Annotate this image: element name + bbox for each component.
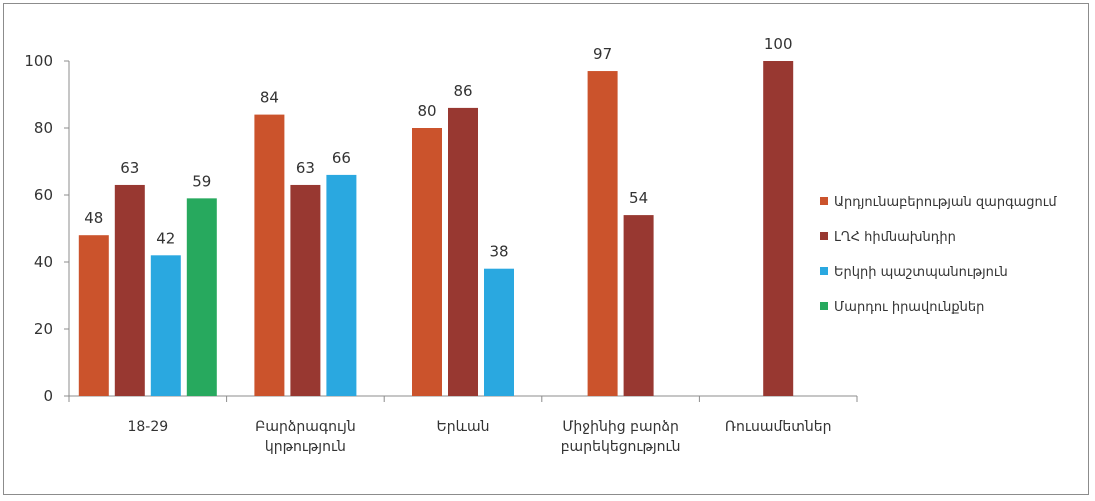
data-label: 63 bbox=[296, 159, 315, 177]
x-category-label: Միջինից բարձր bbox=[562, 419, 679, 435]
bar bbox=[326, 174, 357, 396]
legend-label: Մարդու իրավունքներ bbox=[834, 300, 984, 315]
data-label: 100 bbox=[764, 35, 793, 53]
y-tick-label: 100 bbox=[24, 52, 53, 70]
data-label: 86 bbox=[453, 82, 472, 100]
y-tick-label: 60 bbox=[34, 186, 53, 204]
data-label: 66 bbox=[332, 149, 351, 167]
legend-swatch bbox=[820, 232, 828, 240]
data-label: 54 bbox=[629, 189, 648, 207]
bar bbox=[484, 268, 514, 396]
legend-swatch bbox=[820, 197, 828, 205]
bar bbox=[448, 107, 478, 397]
bar bbox=[412, 128, 442, 396]
x-category-label: կրթություն bbox=[265, 439, 346, 455]
bar bbox=[290, 184, 321, 396]
y-tick-label: 80 bbox=[34, 119, 53, 137]
bar bbox=[623, 215, 654, 396]
legend-swatch bbox=[820, 302, 828, 310]
data-label: 63 bbox=[120, 159, 139, 177]
y-tick-label: 40 bbox=[34, 253, 53, 271]
y-tick-label: 20 bbox=[34, 320, 53, 338]
data-label: 38 bbox=[489, 243, 508, 261]
data-label: 48 bbox=[84, 209, 103, 227]
bar bbox=[763, 61, 794, 396]
x-category-label: բարեկեցություն bbox=[561, 439, 681, 455]
legend-swatch bbox=[820, 267, 828, 275]
x-category-label: Բարձրագույն bbox=[255, 419, 356, 435]
data-label: 80 bbox=[417, 102, 436, 120]
y-tick-label: 0 bbox=[43, 387, 53, 405]
legend-label: ԼՂՀ հիմնախնդիր bbox=[834, 230, 956, 245]
x-category-label: Ռուսամետներ bbox=[725, 419, 832, 435]
legend-label: Երկրի պաշտպանություն bbox=[834, 265, 1008, 280]
chart-frame bbox=[3, 3, 1089, 495]
bar bbox=[254, 114, 285, 396]
data-label: 42 bbox=[156, 229, 175, 247]
data-label: 97 bbox=[593, 45, 612, 63]
x-category-label: Երևան bbox=[437, 419, 490, 435]
legend-label: Արդյունաբերության զարգացում bbox=[834, 195, 1057, 210]
data-label: 59 bbox=[192, 172, 211, 190]
data-label: 84 bbox=[260, 89, 279, 107]
bar bbox=[150, 255, 181, 396]
bar bbox=[186, 198, 217, 396]
bar bbox=[114, 184, 145, 396]
bar bbox=[78, 235, 109, 396]
x-category-label: 18-29 bbox=[127, 419, 168, 435]
bar bbox=[587, 71, 618, 397]
